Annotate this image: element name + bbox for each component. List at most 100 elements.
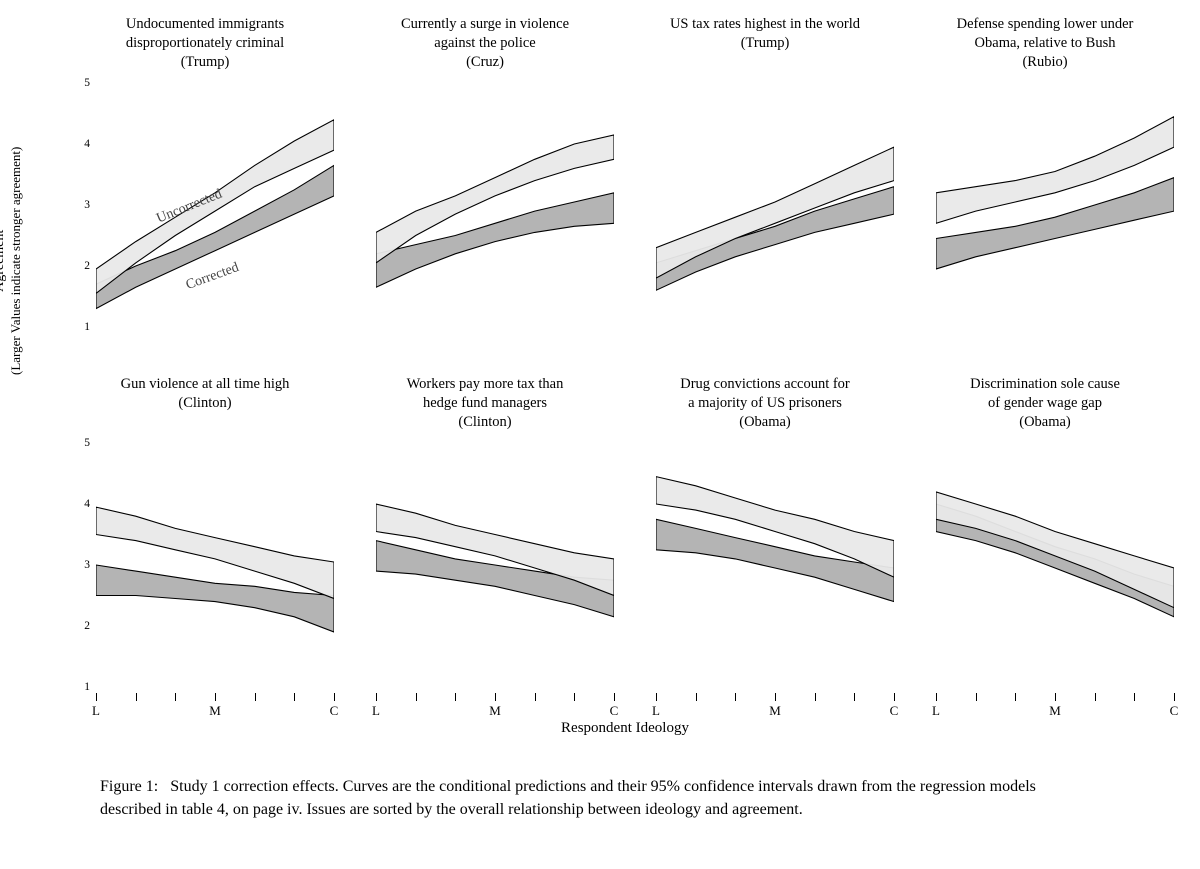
x-tick-mark [894, 693, 895, 701]
panel-title-line: Currently a surge in violence [401, 16, 569, 32]
ribbon-svg [656, 437, 894, 693]
panel: Undocumented immigrants disproportionatel… [70, 15, 340, 355]
plot-area [936, 77, 1174, 333]
ribbon-svg [96, 77, 334, 333]
x-tick-mark [136, 693, 137, 701]
y-axis-label-main: Agreement [0, 147, 8, 375]
y-tick-label: 1 [72, 321, 90, 333]
x-tick-label: C [1170, 703, 1179, 719]
ribbon-svg [656, 77, 894, 333]
panel-title-line: (Clinton) [458, 414, 511, 430]
x-tick-mark [1015, 693, 1016, 701]
x-tick-row [936, 333, 1174, 355]
plot-area: UncorrectedCorrected [96, 77, 334, 333]
panel-title-line: Undocumented immigrants [126, 16, 284, 32]
ribbon-corrected [376, 193, 614, 287]
x-tick-mark [294, 693, 295, 701]
plot-area [656, 437, 894, 693]
caption-body: Study 1 correction effects. Curves are t… [100, 778, 1036, 818]
x-tick-mark [455, 693, 456, 701]
panel-title: Defense spending lower underObama, relat… [910, 15, 1180, 72]
panel-title: Undocumented immigrants disproportionatel… [70, 15, 340, 72]
x-tick-mark [376, 693, 377, 701]
x-tick-label: L [652, 703, 660, 719]
ribbon-svg [936, 437, 1174, 693]
x-tick-mark [495, 693, 496, 701]
panel-title-line: against the police [434, 35, 535, 51]
ribbon-corrected [96, 165, 334, 308]
x-tick-row [376, 333, 614, 355]
panel-title-line: Obama, relative to Bush [975, 35, 1116, 51]
x-tick-mark [854, 693, 855, 701]
x-tick-label: L [92, 703, 100, 719]
panel-title-line: (Clinton) [178, 395, 231, 411]
y-tick-label: 4 [72, 498, 90, 510]
x-tick-mark [255, 693, 256, 701]
y-tick-label: 2 [72, 260, 90, 272]
x-tick-label: M [769, 703, 781, 719]
panel-title-line: Discrimination sole cause [970, 376, 1120, 392]
x-tick-mark [574, 693, 575, 701]
panel-title: Drug convictions account fora majority o… [630, 375, 900, 432]
x-tick-mark [936, 693, 937, 701]
x-tick-mark [656, 693, 657, 701]
x-tick-mark [96, 693, 97, 701]
x-tick-mark [775, 693, 776, 701]
ribbon-svg [376, 77, 614, 333]
panel: US tax rates highest in the world (Trump) [630, 15, 900, 355]
x-tick-label: M [489, 703, 501, 719]
panel-title-line: disproportionately criminal [126, 35, 284, 51]
x-tick-mark [735, 693, 736, 701]
panel-title-line: Drug convictions account for [680, 376, 850, 392]
panel-title-line: Workers pay more tax than [407, 376, 564, 392]
panel-grid: Undocumented immigrants disproportionatel… [70, 15, 1180, 715]
plot-area [376, 77, 614, 333]
x-tick-mark [1134, 693, 1135, 701]
panel-title-line: of gender wage gap [988, 395, 1102, 411]
panel-title-line: (Trump) [741, 35, 790, 51]
panel-title-line: (Obama) [739, 414, 791, 430]
ribbon-svg [376, 437, 614, 693]
y-axis-label-sub: (Larger Values indicate stronger agreeme… [8, 147, 24, 375]
panel-title-line: (Cruz) [466, 54, 504, 70]
x-tick-mark [1095, 693, 1096, 701]
caption-prefix: Figure 1: [100, 778, 158, 795]
x-tick-row: LMC [376, 693, 614, 715]
ribbon-svg [96, 437, 334, 693]
x-tick-mark [696, 693, 697, 701]
x-tick-label: L [932, 703, 940, 719]
panel: Drug convictions account fora majority o… [630, 375, 900, 715]
x-tick-mark [334, 693, 335, 701]
x-tick-mark [815, 693, 816, 701]
x-tick-label: M [209, 703, 221, 719]
y-tick-label: 5 [72, 77, 90, 89]
panel-title: Gun violence at all time high(Clinton) [70, 375, 340, 413]
x-tick-row: LMC [936, 693, 1174, 715]
ribbon-uncorrected [376, 135, 614, 263]
y-tick-label: 1 [72, 681, 90, 693]
x-tick-mark [175, 693, 176, 701]
panel-title-line: hedge fund managers [423, 395, 547, 411]
y-tick-label: 3 [72, 559, 90, 571]
x-tick-label: C [330, 703, 339, 719]
y-tick-label: 2 [72, 620, 90, 632]
panel: Workers pay more tax than hedge fund mana… [350, 375, 620, 715]
plot-area [376, 437, 614, 693]
panel: Defense spending lower underObama, relat… [910, 15, 1180, 355]
y-tick-label: 4 [72, 138, 90, 150]
plot-area [96, 437, 334, 693]
panel-title-line: (Trump) [181, 54, 230, 70]
figure-caption: Figure 1: Study 1 correction effects. Cu… [100, 775, 1100, 821]
panel-title-line: (Obama) [1019, 414, 1071, 430]
panel-title: Currently a surge in violence against the… [350, 15, 620, 72]
x-tick-label: C [610, 703, 619, 719]
panel-title-line: (Rubio) [1022, 54, 1067, 70]
panel-title-line: US tax rates highest in the world [670, 16, 860, 32]
x-tick-mark [416, 693, 417, 701]
x-tick-row [96, 333, 334, 355]
x-tick-label: M [1049, 703, 1061, 719]
x-tick-mark [1174, 693, 1175, 701]
x-tick-row: LMC [96, 693, 334, 715]
x-axis-label: Respondent Ideology [70, 720, 1180, 737]
x-tick-mark [976, 693, 977, 701]
